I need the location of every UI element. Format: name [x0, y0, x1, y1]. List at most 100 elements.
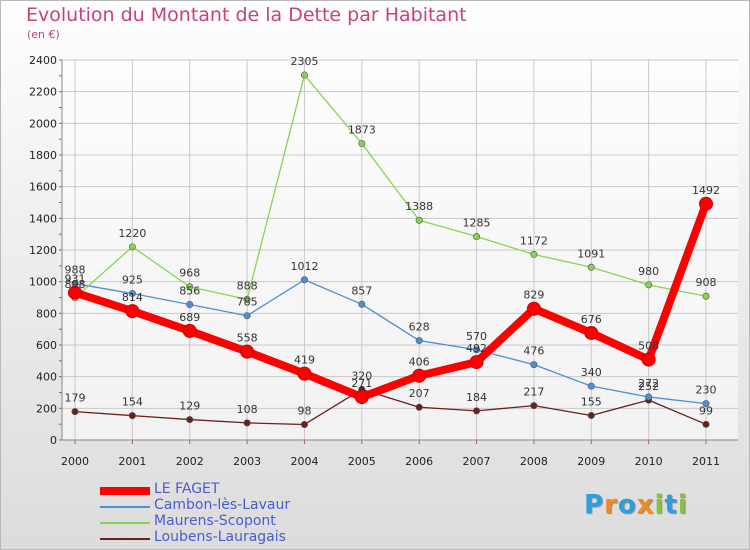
data-label: 570 [466, 330, 487, 343]
data-point [473, 346, 481, 354]
y-tick-label: 200 [36, 402, 57, 415]
x-tick-label: 2004 [290, 455, 318, 468]
data-label: 857 [351, 284, 372, 297]
data-point [125, 304, 140, 319]
data-point [530, 361, 538, 369]
data-point [702, 420, 710, 428]
data-label: 406 [409, 356, 430, 369]
data-label: 814 [122, 291, 143, 304]
data-point [645, 393, 653, 401]
legend-label: Loubens-Lauragais [154, 529, 286, 545]
data-label: 968 [179, 267, 200, 280]
logo-letter: r [604, 490, 618, 520]
y-tick-label: 2400 [29, 54, 57, 67]
data-label: 272 [638, 377, 659, 390]
logo-letter: P [584, 490, 605, 520]
data-label: 1172 [520, 234, 548, 247]
data-label: 1091 [577, 247, 605, 260]
data-point [243, 419, 251, 427]
x-tick-label: 2010 [635, 455, 663, 468]
data-label: 98 [297, 404, 311, 417]
data-label: 108 [237, 403, 258, 416]
data-label: 492 [466, 342, 487, 355]
data-point [412, 368, 427, 383]
data-label: 925 [122, 274, 143, 287]
data-point [587, 411, 595, 419]
data-label: 252 [638, 380, 659, 393]
y-tick-label: 1600 [29, 181, 57, 194]
data-point [128, 290, 136, 298]
y-tick-label: 1800 [29, 149, 57, 162]
data-label: 1388 [405, 200, 433, 213]
chart-subtitle: (en €) [27, 28, 60, 41]
data-label: 184 [466, 391, 487, 404]
y-tick-label: 1200 [29, 244, 57, 257]
y-tick-label: 400 [36, 371, 57, 384]
data-label: 155 [581, 395, 602, 408]
data-label: 676 [581, 313, 602, 326]
data-point [415, 337, 423, 345]
y-tick-label: 2000 [29, 117, 57, 130]
data-label: 856 [179, 284, 200, 297]
legend-label: Cambon-lès-Lavaur [154, 497, 291, 513]
series-line-3 [74, 388, 707, 426]
legend-swatch [100, 487, 150, 495]
x-tick-label: 2003 [233, 455, 261, 468]
data-point [297, 366, 312, 381]
data-label: 931 [65, 273, 86, 286]
data-point [469, 355, 484, 370]
y-tick-label: 600 [36, 339, 57, 352]
data-label: 785 [237, 296, 258, 309]
data-label: 898 [65, 278, 86, 291]
data-point [641, 352, 656, 367]
data-label: 320 [351, 369, 372, 382]
data-label: 829 [523, 289, 544, 302]
data-label: 154 [122, 396, 143, 409]
data-label: 230 [696, 384, 717, 397]
logo-letter: i [654, 490, 665, 520]
data-label: 99 [699, 404, 713, 417]
data-label: 1285 [463, 217, 491, 230]
logo-letter: o [617, 490, 637, 520]
data-label: 558 [237, 332, 258, 345]
x-tick-label: 2007 [463, 455, 491, 468]
data-label: 271 [351, 377, 372, 390]
x-tick-label: 2001 [118, 455, 146, 468]
data-label: 1873 [348, 123, 376, 136]
data-point [128, 243, 136, 251]
x-tick-label: 2011 [692, 455, 720, 468]
data-label: 179 [65, 392, 86, 405]
data-point [702, 400, 710, 408]
data-label: 217 [523, 386, 544, 399]
x-tick-label: 2008 [520, 455, 548, 468]
y-tick-label: 0 [50, 434, 57, 447]
data-label: 1492 [692, 184, 720, 197]
legend-swatch [100, 538, 150, 540]
data-label: 419 [294, 354, 315, 367]
series-line-2 [74, 74, 707, 301]
x-tick-label: 2000 [61, 455, 89, 468]
data-label: 888 [237, 279, 258, 292]
data-point [182, 323, 197, 338]
logo-letter: x [636, 490, 655, 520]
data-point [473, 407, 481, 415]
data-point [584, 325, 599, 340]
data-label: 1220 [118, 227, 146, 240]
data-point [354, 390, 369, 405]
data-label: 340 [581, 366, 602, 379]
x-tick-label: 2005 [348, 455, 376, 468]
data-point [186, 283, 194, 291]
data-label: 980 [638, 265, 659, 278]
data-point [240, 344, 255, 359]
x-tick-label: 2006 [405, 455, 433, 468]
data-label: 207 [409, 387, 430, 400]
logo-letter: i [677, 490, 688, 520]
data-point [300, 420, 308, 428]
legend-swatch [100, 506, 150, 508]
y-tick-label: 1400 [29, 212, 57, 225]
data-point [186, 416, 194, 424]
y-tick-label: 1000 [29, 276, 57, 289]
data-label: 129 [179, 400, 200, 413]
proxiti-logo: Proxiti [584, 490, 688, 520]
